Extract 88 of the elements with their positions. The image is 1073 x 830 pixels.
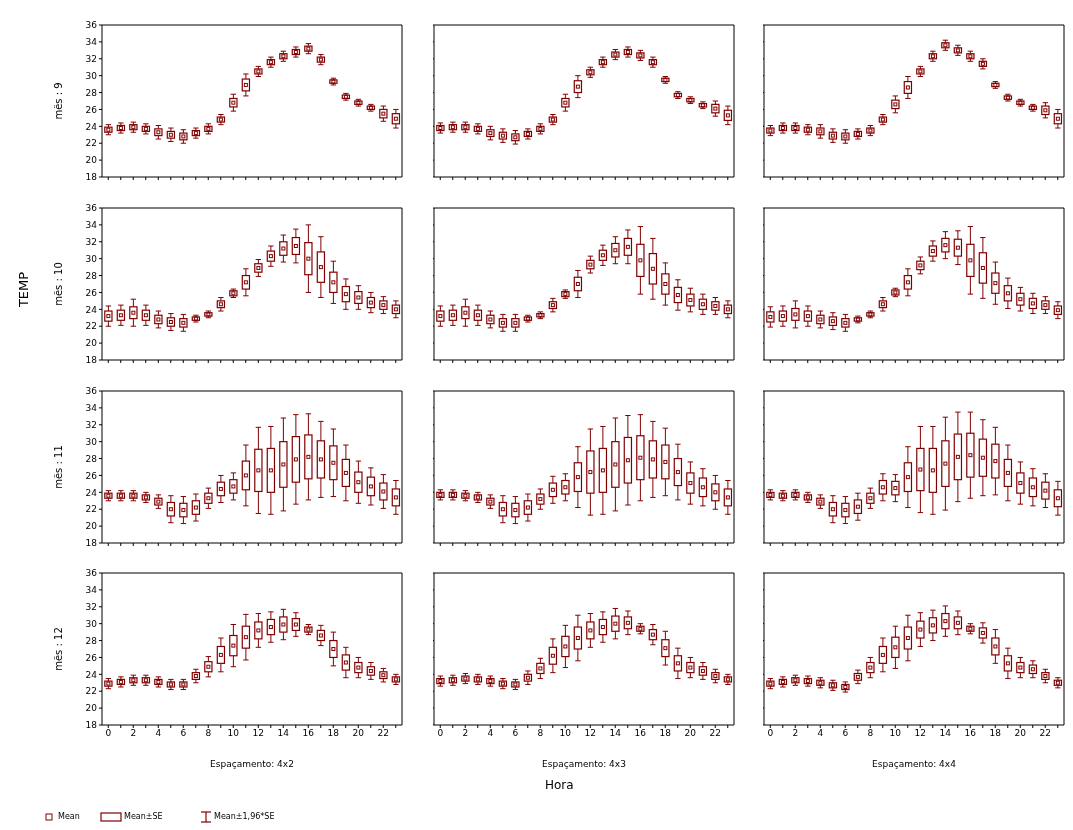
text: Hora xyxy=(545,778,574,792)
y-tick-label: 36 xyxy=(85,568,98,579)
y-tick-label: 20 xyxy=(85,338,98,349)
y-tick-label: 32 xyxy=(85,236,97,247)
y-tick-label: 36 xyxy=(85,20,98,31)
y-tick-label: 34 xyxy=(85,585,98,596)
x-tick-label: 6 xyxy=(512,728,519,739)
x-tick-label: 0 xyxy=(767,728,774,739)
y-tick-label: 32 xyxy=(85,419,97,430)
y-axis-title: mês : 10 xyxy=(52,262,64,306)
y-tick-label: 24 xyxy=(85,304,98,315)
x-axis-title: Espaçamento: 4x4 xyxy=(872,759,957,769)
x-axis-title: Espaçamento: 4x3 xyxy=(542,759,626,769)
x-tick-label: 12 xyxy=(914,728,926,739)
y-tick-label: 18 xyxy=(85,355,98,366)
x-tick-label: 22 xyxy=(709,728,721,739)
y-tick-label: 34 xyxy=(85,37,98,48)
x-tick-label: 8 xyxy=(867,728,874,739)
y-tick-label: 18 xyxy=(85,172,98,183)
x-tick-label: 18 xyxy=(327,728,340,739)
x-tick-label: 4 xyxy=(487,728,494,739)
x-tick-label: 6 xyxy=(842,728,849,739)
y-tick-label: 30 xyxy=(85,70,98,81)
x-tick-label: 8 xyxy=(205,728,212,739)
x-tick-label: 18 xyxy=(659,728,672,739)
x-tick-label: 12 xyxy=(252,728,264,739)
y-tick-label: 36 xyxy=(85,386,98,397)
y-tick-label: 34 xyxy=(85,403,98,414)
y-axis-title: mês : 11 xyxy=(52,445,64,489)
x-tick-label: 10 xyxy=(227,728,240,739)
y-tick-label: 22 xyxy=(85,138,97,149)
y-tick-label: 22 xyxy=(85,504,97,515)
x-tick-label: 16 xyxy=(634,728,647,739)
y-tick-label: 34 xyxy=(85,220,98,231)
y-tick-label: 22 xyxy=(85,321,97,332)
x-tick-label: 0 xyxy=(105,728,112,739)
x-tick-label: 0 xyxy=(437,728,444,739)
x-tick-label: 8 xyxy=(537,728,544,739)
x-tick-label: 14 xyxy=(277,728,290,739)
x-tick-label: 2 xyxy=(792,728,799,739)
y-tick-label: 20 xyxy=(85,521,98,532)
y-tick-label: 24 xyxy=(85,121,98,132)
x-tick-label: 2 xyxy=(462,728,469,739)
x-tick-label: 22 xyxy=(1039,728,1051,739)
y-tick-label: 18 xyxy=(85,538,98,549)
x-axis-title: Espaçamento: 4x2 xyxy=(210,759,294,769)
x-tick-label: 20 xyxy=(352,728,365,739)
y-tick-label: 32 xyxy=(85,53,97,64)
y-tick-label: 32 xyxy=(85,601,97,612)
y-axis-title: mês : 9 xyxy=(52,82,64,120)
y-tick-label: 26 xyxy=(85,652,98,663)
y-tick-label: 28 xyxy=(85,635,98,646)
y-tick-label: 20 xyxy=(85,703,98,714)
x-tick-label: 6 xyxy=(180,728,187,739)
x-tick-label: 4 xyxy=(817,728,824,739)
y-tick-label: 24 xyxy=(85,487,98,498)
y-tick-label: 28 xyxy=(85,87,98,98)
y-tick-label: 30 xyxy=(85,618,98,629)
text: Mean±1,96*SE xyxy=(214,812,275,821)
y-tick-label: 36 xyxy=(85,203,98,214)
y-tick-label: 28 xyxy=(85,453,98,464)
y-tick-label: 26 xyxy=(85,287,98,298)
x-tick-label: 12 xyxy=(584,728,596,739)
y-tick-label: 30 xyxy=(85,253,98,264)
y-tick-label: 30 xyxy=(85,436,98,447)
x-tick-label: 20 xyxy=(1014,728,1027,739)
x-tick-label: 20 xyxy=(684,728,697,739)
y-tick-label: 18 xyxy=(85,720,98,731)
text: TEMP xyxy=(16,271,32,308)
y-tick-label: 22 xyxy=(85,686,97,697)
x-tick-label: 18 xyxy=(989,728,1002,739)
y-tick-label: 24 xyxy=(85,669,98,680)
x-tick-label: 22 xyxy=(377,728,389,739)
x-tick-label: 4 xyxy=(155,728,162,739)
x-tick-label: 16 xyxy=(964,728,977,739)
y-tick-label: 20 xyxy=(85,155,98,166)
text: Mean xyxy=(58,812,80,821)
y-tick-label: 28 xyxy=(85,270,98,281)
x-tick-label: 10 xyxy=(559,728,572,739)
y-axis-title: mês : 12 xyxy=(52,627,64,671)
x-tick-label: 14 xyxy=(939,728,952,739)
x-tick-label: 10 xyxy=(889,728,902,739)
x-tick-label: 2 xyxy=(130,728,137,739)
y-tick-label: 26 xyxy=(85,470,98,481)
y-tick-label: 26 xyxy=(85,104,98,115)
x-tick-label: 16 xyxy=(302,728,315,739)
x-tick-label: 14 xyxy=(609,728,622,739)
text: Mean±SE xyxy=(124,812,163,821)
